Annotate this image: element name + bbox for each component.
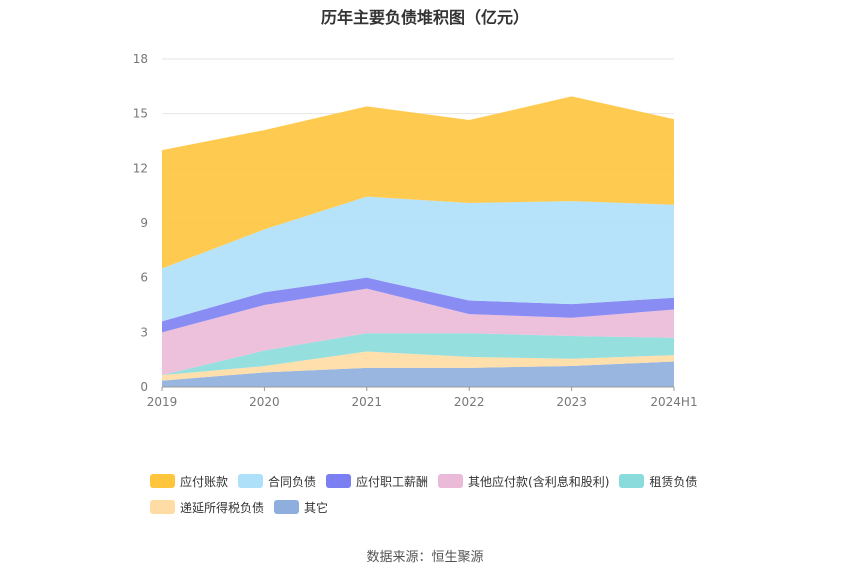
x-tick-label: 2024H1 (650, 395, 697, 409)
legend-label: 递延所得税负债 (180, 500, 265, 515)
source-note: 数据来源：恒生聚源 (366, 550, 484, 565)
area-4 (162, 277, 674, 333)
y-tick-label: 3 (140, 325, 148, 339)
area-series (162, 96, 674, 387)
area-3 (162, 288, 674, 376)
x-tick-label: 2019 (147, 395, 178, 409)
legend-label: 其他应付款(含利息和股利) (468, 474, 610, 489)
legend-label: 租赁负债 (649, 474, 698, 489)
legend-item[interactable]: 应付职工薪酬 (326, 472, 428, 490)
legend-swatch (238, 474, 264, 488)
area-5 (162, 196, 674, 322)
x-tick-label: 2023 (556, 395, 587, 409)
legend-label: 合同负债 (268, 474, 317, 489)
legend-swatch (150, 474, 175, 488)
legend-item[interactable]: 其他应付款(含利息和股利) (438, 472, 609, 490)
legend-label: 应付账款 (180, 474, 229, 489)
x-tick-label: 2021 (352, 395, 383, 409)
y-tick-label: 6 (140, 271, 148, 285)
x-tick-label: 2022 (454, 395, 485, 409)
area-6 (162, 96, 674, 269)
x-tick-label: 2020 (249, 395, 280, 409)
legend-swatch (619, 474, 645, 488)
legend-item[interactable]: 合同负债 (238, 472, 316, 490)
chart-title: 历年主要负债堆积图（亿元） (320, 8, 529, 27)
legend-label: 应付职工薪酬 (356, 474, 429, 489)
legend-swatch (438, 474, 464, 488)
y-tick-label: 12 (133, 161, 148, 175)
area-1 (162, 351, 674, 381)
legend-swatch (326, 474, 352, 488)
y-tick-label: 15 (133, 107, 148, 121)
y-tick-label: 18 (133, 52, 148, 66)
y-tick-label: 0 (140, 380, 148, 394)
y-tick-label: 9 (140, 216, 148, 230)
area-2 (162, 333, 674, 376)
legend-item[interactable]: 递延所得税负债 (150, 498, 264, 516)
legend: 应付账款 合同负债 应付职工薪酬 其他应付款(含利息和股利) 租赁负债递延所得税负债 其它 (150, 472, 710, 524)
area-0 (162, 361, 674, 387)
legend-item[interactable]: 租赁负债 (619, 472, 697, 490)
legend-item[interactable]: 其它 (274, 498, 328, 516)
legend-item[interactable]: 应付账款 (150, 472, 228, 490)
axes: 0 3 6 9 12 15 18 2019 2020 2021 2022 2023 2024H1 (133, 52, 698, 409)
legend-swatch (150, 500, 175, 514)
legend-swatch (274, 500, 300, 514)
stacked-area-chart: 0 3 6 9 12 15 18 2019 2020 2021 2022 2023 2024H1 (133, 52, 698, 409)
legend-label: 其它 (304, 500, 329, 515)
